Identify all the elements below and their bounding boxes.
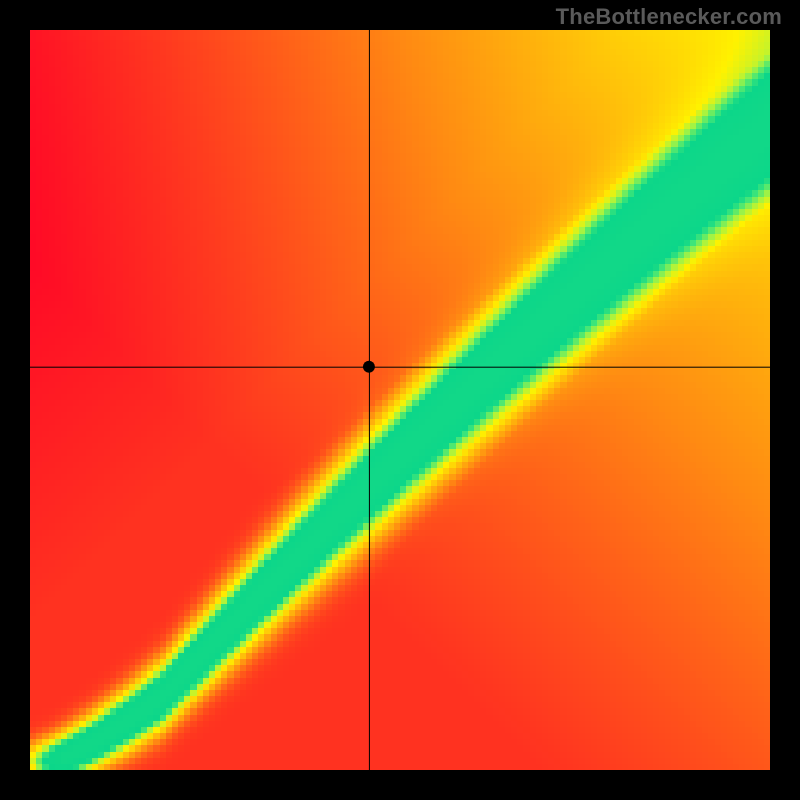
chart-container: TheBottlenecker.com [0,0,800,800]
heatmap-canvas [0,0,800,800]
watermark-text: TheBottlenecker.com [556,4,782,30]
